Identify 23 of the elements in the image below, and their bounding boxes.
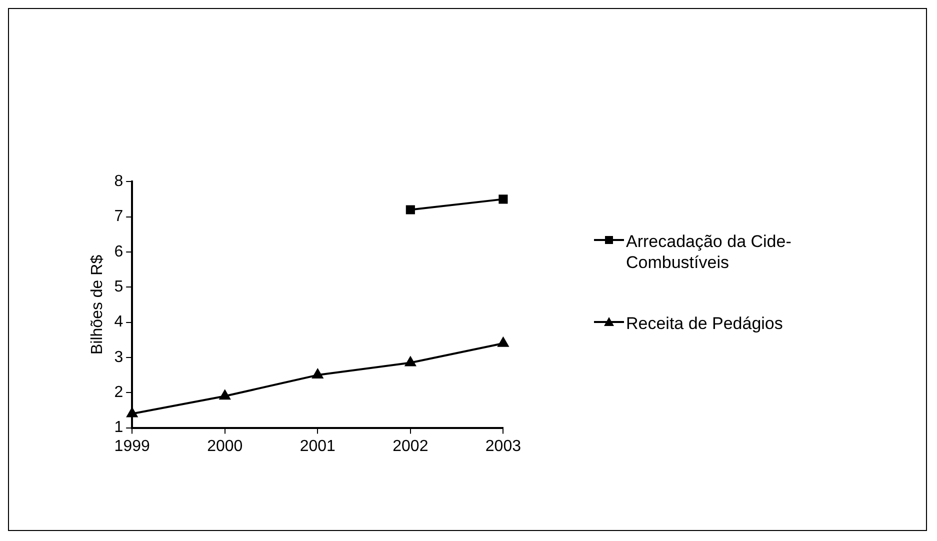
y-axis-title: Bilhões de R$	[89, 254, 106, 355]
y-tick-label: 6	[114, 243, 124, 260]
legend-label: Receita de Pedágios	[626, 313, 783, 334]
y-tick-label: 7	[114, 208, 124, 226]
y-tick-label: 8	[114, 173, 124, 190]
point	[126, 408, 138, 418]
x-tick-label: 2002	[392, 438, 428, 455]
point	[220, 390, 230, 400]
x-tick-label: 2000	[207, 438, 243, 455]
point	[406, 205, 415, 214]
x-tick-label: 2003	[485, 438, 522, 455]
point	[498, 337, 509, 347]
y-tick-label: 4	[114, 314, 124, 331]
y-tick-label: 1	[114, 419, 124, 436]
legend-label: Arrecadação da Cide-Combustíveis	[626, 231, 792, 273]
point	[498, 194, 508, 204]
point	[405, 356, 416, 366]
y-tick-label: 2	[114, 384, 124, 402]
x-tick-label: 2001	[300, 438, 336, 455]
y-tick-label: 5	[114, 278, 124, 296]
point	[312, 369, 323, 379]
y-tick-label: 3	[114, 348, 124, 366]
x-tick-label: 1999	[114, 438, 150, 455]
